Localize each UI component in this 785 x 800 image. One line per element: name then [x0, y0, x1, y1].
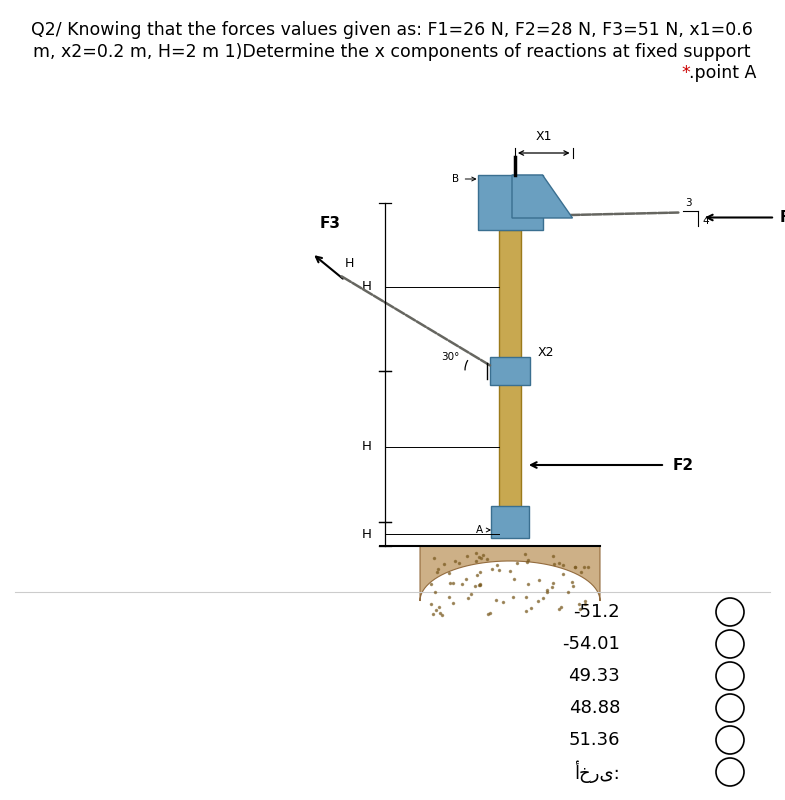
Polygon shape: [512, 175, 572, 218]
Text: F3: F3: [319, 216, 341, 231]
Text: أخرى:: أخرى:: [575, 761, 620, 783]
Text: m, x2=0.2 m, H=2 m 1)Determine the x components of reactions at fixed support: m, x2=0.2 m, H=2 m 1)Determine the x com…: [33, 43, 750, 61]
Text: H: H: [362, 280, 372, 294]
Text: H: H: [345, 258, 354, 270]
Text: B: B: [452, 174, 459, 184]
Text: X2: X2: [538, 346, 554, 358]
Text: 48.88: 48.88: [568, 699, 620, 717]
Bar: [491, 506, 529, 538]
Text: .point A: .point A: [688, 64, 756, 82]
Text: *: *: [681, 64, 690, 82]
Bar: [477, 175, 542, 230]
Text: F1: F1: [780, 210, 785, 225]
Text: 3: 3: [685, 198, 692, 207]
Text: X1: X1: [535, 130, 552, 143]
Text: 4: 4: [702, 215, 709, 226]
Text: A: A: [476, 525, 483, 535]
Text: 49.33: 49.33: [568, 667, 620, 685]
Text: Q2/ Knowing that the forces values given as: F1=26 N, F2=28 N, F3=51 N, x1=0.6: Q2/ Knowing that the forces values given…: [31, 21, 753, 39]
Text: H: H: [362, 440, 372, 453]
Text: H: H: [362, 527, 372, 541]
Text: F2: F2: [673, 458, 694, 473]
Bar: [490, 357, 530, 385]
Text: -51.2: -51.2: [573, 603, 620, 621]
Polygon shape: [420, 546, 600, 601]
Bar: [499, 230, 521, 530]
Text: -54.01: -54.01: [562, 635, 620, 653]
Text: 51.36: 51.36: [568, 731, 620, 749]
Text: 30°: 30°: [441, 352, 459, 362]
